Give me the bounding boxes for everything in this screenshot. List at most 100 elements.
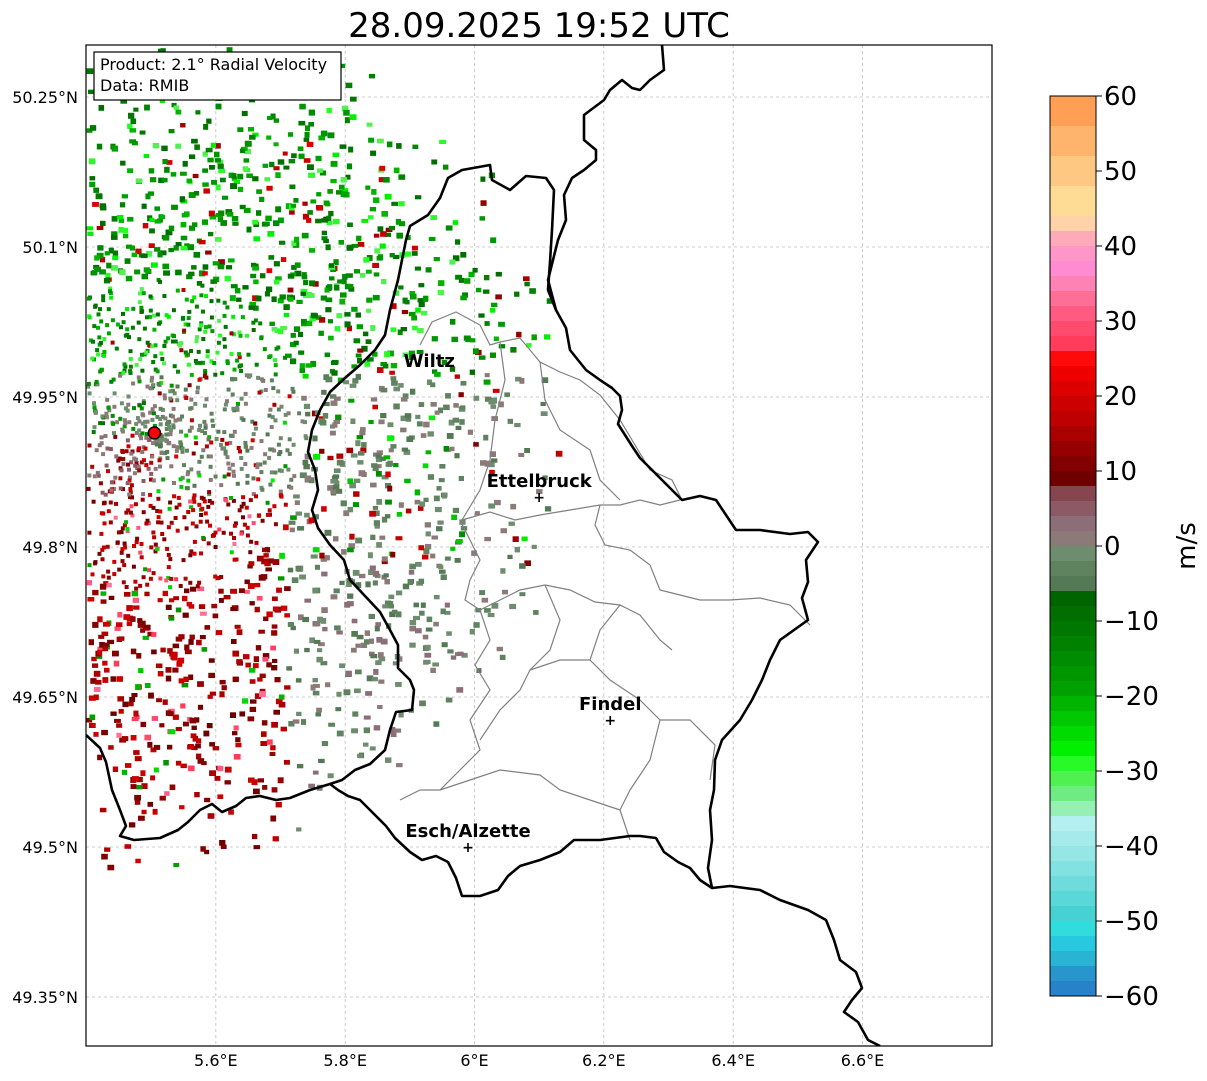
- radar-echo-cell: [316, 656, 323, 663]
- radar-echo-cell: [216, 298, 221, 303]
- radar-echo-cell: [308, 783, 315, 789]
- radar-echo-cell: [230, 606, 238, 612]
- radar-echo-cell: [125, 526, 130, 531]
- radar-echo-cell: [193, 435, 198, 440]
- radar-echo-cell: [413, 602, 419, 608]
- radar-echo-cell: [105, 544, 110, 549]
- radar-echo-cell: [112, 572, 117, 577]
- radar-echo-cell: [340, 292, 347, 298]
- radar-echo-cell: [219, 691, 225, 698]
- radar-echo-cell: [351, 728, 358, 734]
- radar-echo-cell: [206, 723, 213, 729]
- radar-echo-cell: [405, 416, 412, 422]
- radar-echo-cell: [388, 594, 395, 600]
- radar-echo-cell: [459, 531, 466, 538]
- radar-echo-cell: [483, 289, 490, 294]
- radar-echo-cell: [225, 455, 230, 460]
- radar-echo-cell: [194, 524, 199, 529]
- radar-echo-cell: [122, 233, 129, 239]
- radar-echo-cell: [124, 520, 128, 525]
- radar-echo-cell: [107, 639, 115, 645]
- radar-echo-cell: [89, 722, 96, 728]
- radar-echo-cell: [180, 703, 186, 709]
- radar-echo-cell: [129, 697, 136, 703]
- radar-echo-cell: [283, 524, 289, 531]
- radar-echo-cell: [254, 606, 260, 613]
- radar-echo-cell: [203, 730, 210, 737]
- radar-echo-cell: [540, 401, 546, 406]
- radar-echo-cell: [265, 500, 270, 505]
- radar-echo-cell: [409, 291, 416, 296]
- radar-echo-cell: [272, 504, 277, 509]
- radar-echo-cell: [310, 312, 317, 318]
- radar-echo-cell: [478, 355, 486, 360]
- radar-echo-cell: [129, 504, 134, 509]
- radar-echo-cell: [455, 239, 461, 245]
- radar-echo-cell: [318, 416, 325, 421]
- radar-echo-cell: [367, 215, 374, 220]
- radar-echo-cell: [100, 599, 107, 604]
- radar-echo-cell: [474, 511, 480, 516]
- radar-echo-cell: [92, 425, 97, 430]
- radar-echo-cell: [158, 177, 165, 184]
- canton-border-south-4: [529, 659, 590, 671]
- radar-echo-cell: [284, 685, 291, 690]
- radar-echo-cell: [278, 701, 286, 708]
- radar-echo-cell: [158, 406, 163, 411]
- radar-echo-cell: [273, 709, 280, 715]
- radar-echo-cell: [137, 403, 142, 408]
- radar-echo-cell: [103, 621, 110, 627]
- radar-echo-cell: [296, 711, 302, 716]
- radar-echo-cell: [407, 579, 413, 585]
- radar-echo-cell: [422, 554, 429, 560]
- radar-echo-cell: [454, 453, 460, 459]
- radar-echo-cell: [113, 515, 118, 520]
- radar-echo-cell: [151, 571, 156, 576]
- radar-echo-cell: [280, 726, 287, 732]
- radar-echo-cell: [299, 472, 307, 479]
- colorbar-band: [1050, 816, 1096, 832]
- radar-echo-cell: [237, 508, 242, 513]
- country-borders: [86, 45, 881, 1046]
- radar-echo-cell: [267, 558, 274, 564]
- radar-echo-cell: [143, 267, 150, 273]
- radar-echo-cell: [153, 542, 158, 547]
- radar-echo-cell: [158, 576, 163, 581]
- radar-echo-cell: [384, 193, 392, 200]
- radar-echo-cell: [439, 139, 447, 144]
- radar-echo-cell: [416, 328, 424, 333]
- radar-echo-cell: [198, 423, 202, 428]
- radar-echo-cell: [223, 498, 228, 503]
- radar-echo-cell: [253, 426, 258, 431]
- radar-echo-cell: [284, 586, 291, 591]
- radar-echo-cell: [378, 419, 385, 425]
- colorbar-band: [1050, 486, 1096, 502]
- radar-echo-cell: [168, 413, 173, 418]
- radar-echo-cell: [169, 784, 176, 791]
- radar-echo-cell: [327, 132, 335, 139]
- radar-echo-cell: [94, 379, 99, 384]
- colorbar-band: [1050, 336, 1096, 352]
- radar-echo-cell: [247, 583, 255, 589]
- radar-echo-cell: [303, 403, 311, 409]
- radar-echo-cell: [106, 405, 111, 410]
- radar-echo-cell: [438, 280, 445, 287]
- radar-echo-cell: [112, 404, 117, 409]
- radar-echo-cell: [137, 618, 143, 623]
- radar-echo-cell: [121, 194, 128, 199]
- radar-echo-cell: [207, 813, 215, 819]
- radar-echo-cell: [179, 442, 184, 447]
- radar-echo-cell: [424, 652, 432, 658]
- radar-echo-cell: [207, 490, 212, 495]
- radar-echo-cell: [321, 607, 328, 614]
- radar-echo-cell: [491, 458, 498, 463]
- radar-echo-cell: [413, 615, 420, 621]
- colorbar-band: [1050, 96, 1096, 127]
- canton-border-east: [594, 504, 811, 626]
- radar-echo-cell: [423, 659, 431, 664]
- radar-echo-cell: [200, 283, 205, 288]
- radar-echo-cell: [253, 788, 260, 795]
- radar-echo-cell: [141, 273, 148, 280]
- radar-echo-cell: [215, 576, 220, 581]
- info-data-source: Data: RMIB: [100, 76, 189, 95]
